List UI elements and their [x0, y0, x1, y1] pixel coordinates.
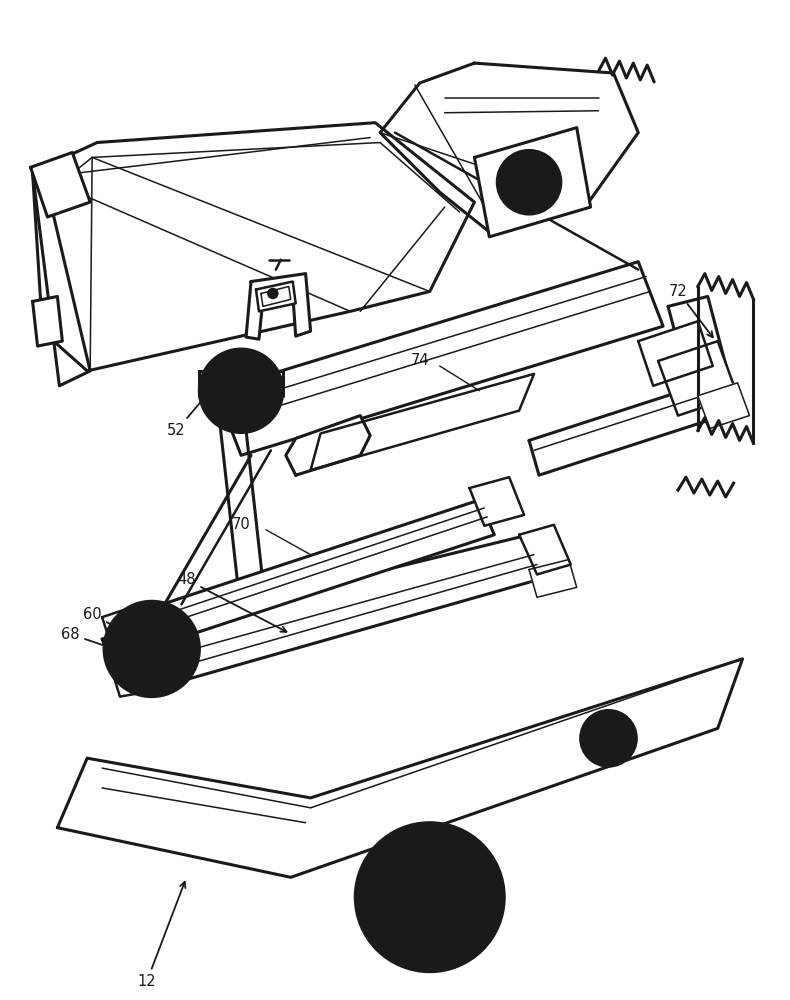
- Polygon shape: [216, 386, 266, 614]
- Polygon shape: [102, 639, 137, 697]
- Polygon shape: [32, 123, 475, 371]
- Polygon shape: [102, 607, 144, 654]
- Polygon shape: [256, 282, 295, 311]
- Polygon shape: [529, 386, 708, 475]
- Text: 74: 74: [411, 353, 429, 368]
- Text: 48: 48: [177, 572, 287, 632]
- Text: 12: 12: [137, 882, 186, 989]
- Circle shape: [581, 711, 636, 766]
- Polygon shape: [286, 416, 371, 475]
- Circle shape: [497, 150, 561, 214]
- Polygon shape: [199, 371, 283, 396]
- Polygon shape: [310, 374, 534, 470]
- Circle shape: [213, 363, 269, 419]
- Circle shape: [136, 633, 167, 665]
- Text: 72: 72: [668, 284, 713, 337]
- Circle shape: [592, 722, 624, 754]
- Circle shape: [382, 850, 477, 945]
- Polygon shape: [529, 560, 577, 597]
- Polygon shape: [32, 172, 90, 386]
- Polygon shape: [32, 296, 62, 346]
- Polygon shape: [469, 477, 524, 526]
- Text: 52: 52: [167, 370, 228, 438]
- Polygon shape: [380, 63, 638, 232]
- Text: 70: 70: [231, 517, 250, 532]
- Text: 60: 60: [83, 607, 148, 645]
- Text: 68: 68: [61, 627, 127, 654]
- Circle shape: [268, 288, 278, 298]
- Polygon shape: [102, 535, 554, 694]
- Polygon shape: [698, 383, 750, 429]
- Circle shape: [199, 349, 283, 432]
- Polygon shape: [668, 296, 732, 401]
- Polygon shape: [658, 341, 738, 416]
- Polygon shape: [638, 321, 713, 386]
- Circle shape: [104, 601, 199, 697]
- Polygon shape: [216, 262, 663, 455]
- Polygon shape: [117, 500, 495, 654]
- Circle shape: [511, 164, 547, 200]
- Polygon shape: [261, 287, 291, 306]
- Polygon shape: [519, 525, 570, 574]
- Circle shape: [120, 617, 183, 681]
- Polygon shape: [58, 659, 743, 877]
- Polygon shape: [31, 152, 90, 217]
- Polygon shape: [475, 128, 591, 237]
- Polygon shape: [246, 274, 310, 339]
- Circle shape: [356, 823, 504, 972]
